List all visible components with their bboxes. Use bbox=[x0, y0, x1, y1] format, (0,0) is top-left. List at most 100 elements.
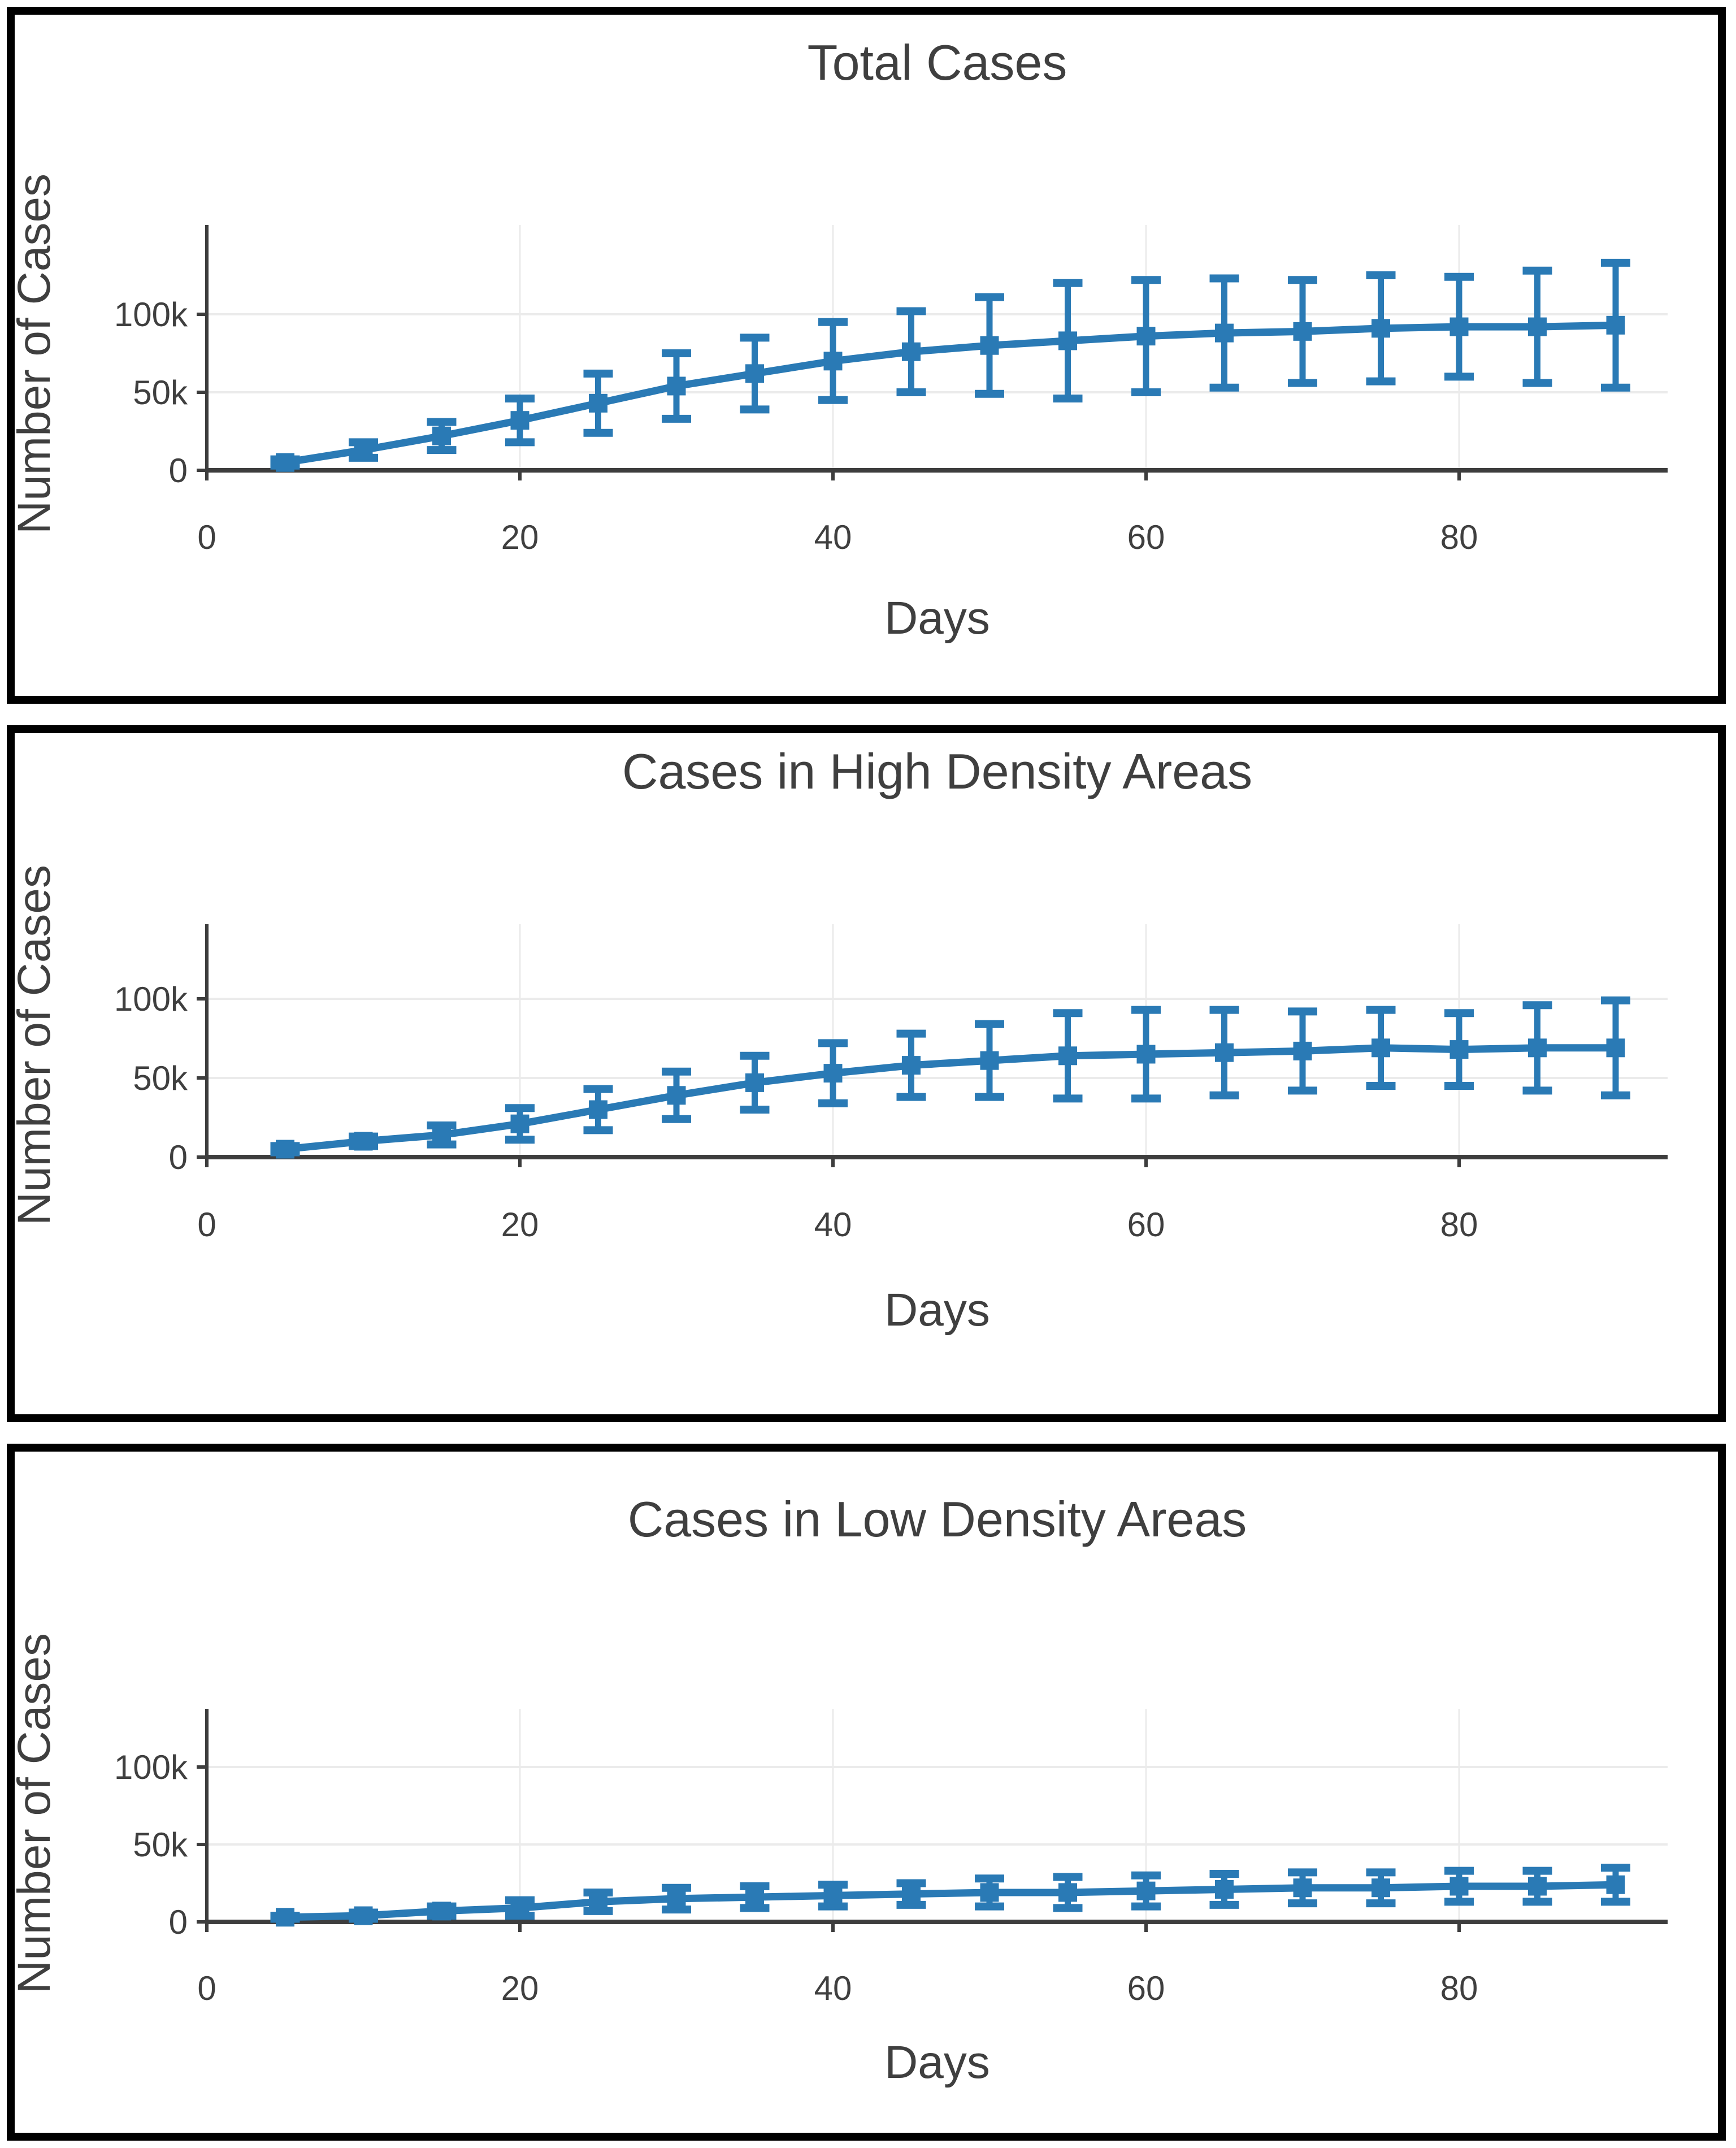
data-point-marker bbox=[432, 426, 451, 445]
data-point-marker bbox=[745, 1887, 764, 1907]
chart-panel-total-cases: 0 50k 100k 0 20 40 60 80 Total Cases Days Numbe… bbox=[7, 7, 1726, 704]
data-point-marker bbox=[510, 1114, 530, 1133]
chart-title: Cases in Low Density Areas bbox=[628, 1491, 1247, 1547]
y-tick-label: 0 bbox=[169, 1138, 188, 1176]
chart-panel-low-density: 0 50k 100k 0 20 40 60 80 Cases in Low Density A… bbox=[7, 1444, 1726, 2141]
data-point-marker bbox=[980, 1883, 999, 1902]
data-point-marker bbox=[1528, 1877, 1547, 1896]
data-point-marker bbox=[510, 411, 530, 430]
tick-labels-layer: 0 50k 100k 0 20 40 60 80 bbox=[114, 980, 1478, 1244]
chart-panel-high-density: 0 50k 100k 0 20 40 60 80 Cases in High Density … bbox=[7, 725, 1726, 1422]
data-point-marker bbox=[1136, 1881, 1156, 1900]
plot-layer bbox=[197, 1709, 1668, 1932]
y-axis-label: Number of Cases bbox=[15, 865, 60, 1225]
data-point-marker bbox=[1215, 1879, 1234, 1899]
data-point-marker bbox=[589, 1892, 607, 1911]
data-point-marker bbox=[1449, 1877, 1469, 1896]
x-tick-label: 40 bbox=[814, 1969, 852, 2007]
data-point-marker bbox=[1449, 1040, 1469, 1059]
x-tick-label: 80 bbox=[1440, 1969, 1478, 2007]
x-tick-label: 20 bbox=[501, 1206, 539, 1244]
data-point-marker bbox=[354, 1906, 373, 1925]
low-density-chart: 0 50k 100k 0 20 40 60 80 Cases in Low Density A… bbox=[15, 1491, 1668, 2088]
x-tick-label: 20 bbox=[501, 518, 539, 556]
x-tick-label: 0 bbox=[197, 518, 216, 556]
y-tick-label: 100k bbox=[114, 296, 188, 334]
data-point-marker bbox=[745, 1073, 764, 1092]
y-axis-label: Number of Cases bbox=[15, 1633, 60, 1994]
data-point-marker bbox=[1528, 1038, 1547, 1058]
data-point-marker bbox=[432, 1902, 451, 1921]
y-tick-label: 0 bbox=[169, 1903, 188, 1941]
total-cases-chart: 0 50k 100k 0 20 40 60 80 Total Cases Days Numbe… bbox=[15, 34, 1668, 644]
data-point-marker bbox=[1215, 1043, 1234, 1062]
data-point-marker bbox=[510, 1898, 530, 1917]
data-point-marker bbox=[667, 1889, 686, 1908]
data-point-marker bbox=[1293, 1041, 1312, 1060]
y-tick-label: 100k bbox=[114, 980, 188, 1018]
data-point-marker bbox=[1372, 319, 1390, 338]
x-tick-label: 40 bbox=[814, 518, 852, 556]
data-point-marker bbox=[980, 1051, 999, 1070]
data-point-marker bbox=[589, 393, 607, 413]
chart-title: Total Cases bbox=[808, 34, 1067, 90]
data-point-marker bbox=[354, 440, 373, 460]
data-point-marker bbox=[1293, 322, 1312, 341]
data-point-marker bbox=[1293, 1878, 1312, 1898]
data-point-marker bbox=[1058, 331, 1077, 350]
chart-title: Cases in High Density Areas bbox=[622, 743, 1252, 799]
data-point-marker bbox=[667, 1086, 686, 1105]
y-tick-label: 100k bbox=[114, 1748, 188, 1786]
x-tick-label: 60 bbox=[1127, 1206, 1165, 1244]
data-point-marker bbox=[276, 1908, 294, 1927]
data-point-marker bbox=[1215, 323, 1234, 343]
y-tick-label: 50k bbox=[133, 1826, 188, 1864]
x-tick-label: 60 bbox=[1127, 1969, 1165, 2007]
series-line bbox=[281, 1881, 1620, 1921]
data-point-marker bbox=[823, 1886, 843, 1905]
x-tick-label: 20 bbox=[501, 1969, 539, 2007]
data-point-marker bbox=[1058, 1883, 1077, 1902]
data-point-marker bbox=[276, 1140, 294, 1159]
data-point-marker bbox=[667, 376, 686, 396]
data-point-marker bbox=[1136, 327, 1156, 346]
data-point-marker bbox=[589, 1100, 607, 1119]
data-point-marker bbox=[823, 1064, 843, 1083]
data-point-marker bbox=[902, 1056, 921, 1075]
tick-labels-layer: 0 50k 100k 0 20 40 60 80 bbox=[114, 1748, 1478, 2007]
data-point-marker bbox=[1372, 1038, 1390, 1058]
y-tick-label: 0 bbox=[169, 452, 188, 490]
high-density-chart: 0 50k 100k 0 20 40 60 80 Cases in High Density … bbox=[15, 743, 1668, 1336]
y-tick-label: 50k bbox=[133, 1059, 188, 1097]
data-point-marker bbox=[902, 1885, 921, 1904]
data-point-marker bbox=[1606, 1038, 1625, 1058]
x-tick-label: 40 bbox=[814, 1206, 852, 1244]
x-axis-label: Days bbox=[884, 2037, 990, 2088]
data-point-marker bbox=[745, 364, 764, 383]
data-point-marker bbox=[1528, 317, 1547, 336]
plot-layer bbox=[197, 225, 1668, 480]
x-tick-label: 80 bbox=[1440, 1206, 1478, 1244]
data-point-marker bbox=[1058, 1046, 1077, 1066]
x-tick-label: 80 bbox=[1440, 518, 1478, 556]
series-line bbox=[281, 1044, 1620, 1153]
x-tick-label: 60 bbox=[1127, 518, 1165, 556]
y-axis-label: Number of Cases bbox=[15, 174, 60, 534]
data-point-marker bbox=[1606, 1875, 1625, 1894]
x-tick-label: 0 bbox=[197, 1969, 216, 2007]
tick-labels-layer: 0 50k 100k 0 20 40 60 80 bbox=[114, 296, 1478, 556]
y-tick-label: 50k bbox=[133, 374, 188, 412]
data-point-marker bbox=[432, 1125, 451, 1145]
data-point-marker bbox=[980, 336, 999, 355]
data-point-marker bbox=[276, 453, 294, 472]
data-point-marker bbox=[902, 342, 921, 361]
data-point-marker bbox=[823, 352, 843, 371]
x-axis-label: Days bbox=[884, 592, 990, 644]
data-point-marker bbox=[1449, 317, 1469, 336]
x-tick-label: 0 bbox=[197, 1206, 216, 1244]
data-point-marker bbox=[354, 1132, 373, 1151]
series-line bbox=[281, 321, 1620, 466]
plot-layer bbox=[197, 924, 1668, 1167]
x-axis-label: Days bbox=[884, 1284, 990, 1336]
data-point-marker bbox=[1136, 1045, 1156, 1064]
